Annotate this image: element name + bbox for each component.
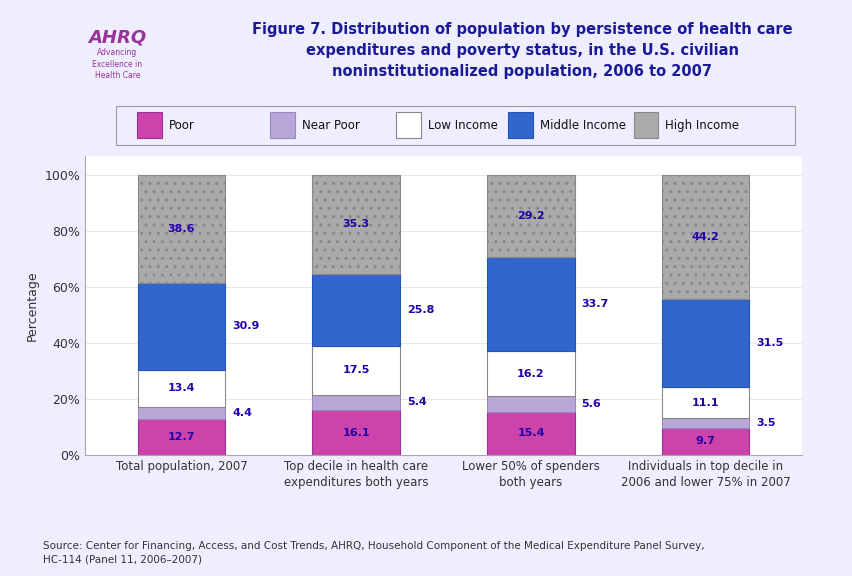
Bar [486,175,574,256]
Text: 12.7: 12.7 [168,432,195,442]
Bar [486,256,574,351]
Text: Near Poor: Near Poor [302,119,360,132]
Text: Low Income: Low Income [427,119,497,132]
Bar [312,410,400,455]
Text: 31.5: 31.5 [756,338,783,348]
Bar [312,395,400,410]
Bar [633,112,658,138]
Text: 4.4: 4.4 [232,408,252,418]
Bar [137,407,225,419]
Bar [661,418,749,428]
Bar [486,412,574,455]
Bar [486,396,574,412]
Text: Figure 7. Distribution of population by persistence of health care
expenditures : Figure 7. Distribution of population by … [252,22,792,79]
Bar [661,299,749,387]
Text: 9.7: 9.7 [695,437,715,446]
Text: 3.5: 3.5 [756,418,775,428]
Bar [312,175,400,274]
Bar [137,283,225,370]
Bar [486,351,574,396]
Text: 38.6: 38.6 [168,224,195,234]
Bar [661,387,749,418]
Bar [137,370,225,407]
Text: 29.2: 29.2 [516,211,544,221]
Text: 13.4: 13.4 [168,384,195,393]
Bar [270,112,295,138]
Bar [137,419,225,455]
Bar [661,175,749,299]
Text: Middle Income: Middle Income [538,119,625,132]
Text: AHRQ: AHRQ [88,29,147,47]
Bar [661,428,749,455]
Text: 15.4: 15.4 [516,429,544,438]
Bar [137,112,162,138]
Text: 25.8: 25.8 [406,305,434,314]
Text: Source: Center for Financing, Access, and Cost Trends, AHRQ, Household Component: Source: Center for Financing, Access, an… [43,541,704,564]
Text: Advancing
Excellence in
Health Care: Advancing Excellence in Health Care [92,48,142,79]
Text: 5.6: 5.6 [581,399,601,409]
Text: 16.2: 16.2 [516,369,544,378]
Bar [312,274,400,346]
Text: 17.5: 17.5 [343,365,370,376]
Bar [508,112,532,138]
Bar [137,175,225,283]
Y-axis label: Percentage: Percentage [26,270,39,340]
Text: 11.1: 11.1 [691,397,718,408]
Bar [395,112,420,138]
Text: 5.4: 5.4 [406,397,426,407]
Text: High Income: High Income [665,119,739,132]
Text: 33.7: 33.7 [581,299,608,309]
Text: 30.9: 30.9 [232,321,259,331]
Text: 44.2: 44.2 [691,232,719,242]
Text: Poor: Poor [169,119,194,132]
Bar [312,346,400,395]
Text: 35.3: 35.3 [343,219,369,229]
Text: 16.1: 16.1 [342,427,370,438]
